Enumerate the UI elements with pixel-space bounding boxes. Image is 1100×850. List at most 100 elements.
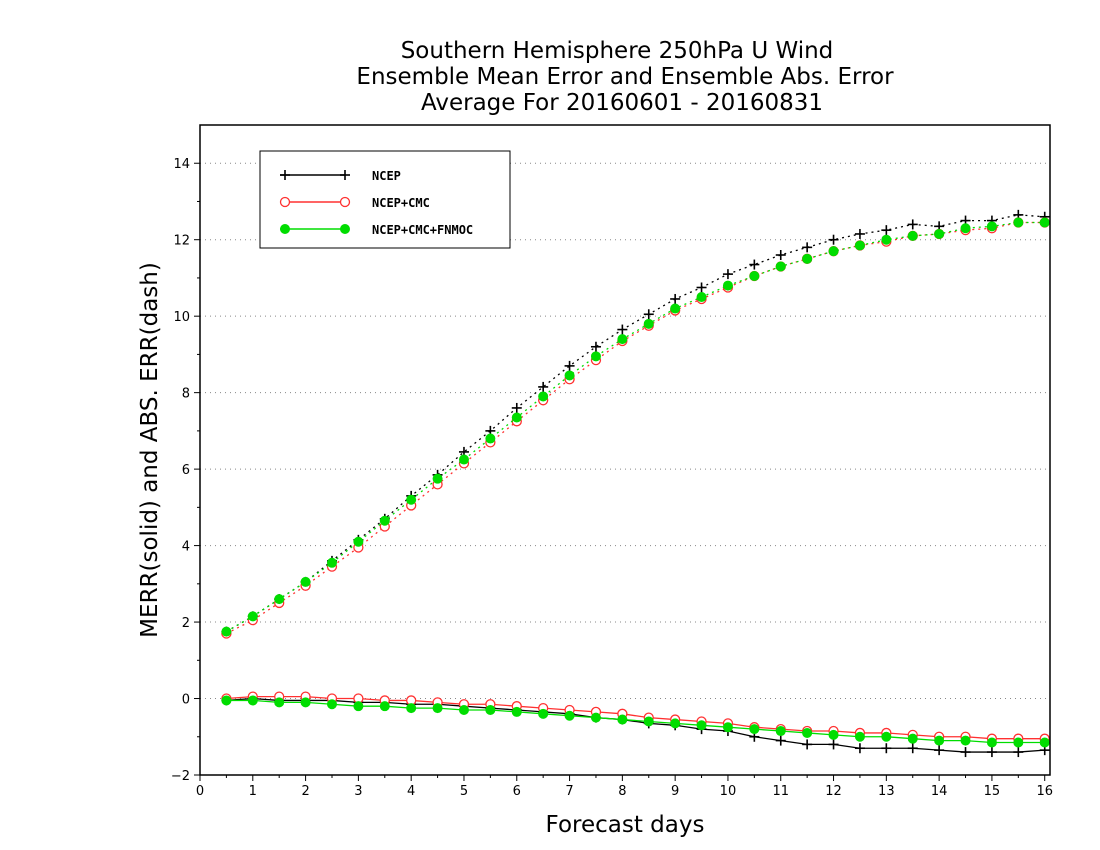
- abs-err-point: [511, 402, 522, 413]
- mean-err-point: [564, 710, 575, 721]
- abs-err-point: [749, 259, 760, 270]
- abs-err-point: [749, 271, 760, 282]
- chart-title: Southern Hemisphere 250hPa U Wind Ensemb…: [356, 38, 894, 116]
- abs-err-point: [934, 228, 945, 239]
- mean-err-point: [696, 720, 707, 731]
- abs-err-point: [538, 391, 549, 402]
- mean-err-point: [960, 735, 971, 746]
- mean-err-point: [1039, 737, 1050, 748]
- mean-err-point: [353, 701, 364, 712]
- legend-marker-1: [339, 196, 351, 208]
- abs-err-point: [722, 280, 733, 291]
- abs-err-point: [670, 293, 681, 304]
- mean-err-point: [934, 745, 945, 756]
- y-tick-label-4: 6: [182, 463, 190, 478]
- y-tick-label-0: −2: [171, 769, 190, 784]
- x-tick-label-0: 0: [196, 784, 204, 799]
- abs-err-point: [907, 230, 918, 241]
- x-tick-label-11: 11: [772, 784, 789, 799]
- abs-err-point: [564, 370, 575, 381]
- mean-err-point: [854, 731, 865, 742]
- abs-err-point: [854, 228, 865, 239]
- x-tick-label-8: 8: [618, 784, 626, 799]
- mean-err-point: [247, 695, 258, 706]
- abs-err-line-1: [226, 221, 1045, 635]
- legend-box: [259, 150, 511, 249]
- mean-err-point: [511, 706, 522, 717]
- abs-err-point: [353, 536, 364, 547]
- x-tick-label-15: 15: [984, 784, 1001, 799]
- abs-err-point: [881, 225, 892, 236]
- abs-err-point: [986, 221, 997, 232]
- abs-err-point: [828, 246, 839, 257]
- mean-err-point: [986, 737, 997, 748]
- abs-err-point: [828, 234, 839, 245]
- mean-err-point: [221, 695, 232, 706]
- y-tick-label-8: 14: [173, 157, 190, 172]
- title-line-2: Ensemble Mean Error and Ensemble Abs. Er…: [356, 64, 894, 90]
- mean-err-point: [643, 716, 654, 727]
- mean-err-line-0: [226, 697, 1045, 753]
- legend-marker-2: [280, 224, 290, 234]
- abs-err-point: [881, 234, 892, 245]
- x-tick-label-14: 14: [931, 784, 948, 799]
- mean-err-point: [274, 697, 285, 708]
- abs-err-point: [511, 412, 522, 423]
- y-tick-label-3: 4: [182, 540, 190, 555]
- mean-err-point: [934, 735, 945, 746]
- abs-err-point: [300, 576, 311, 587]
- series-0: [221, 209, 1050, 758]
- abs-err-point: [907, 219, 918, 230]
- series-2: [221, 217, 1050, 748]
- x-axis-label: Forecast days: [546, 812, 705, 838]
- mean-err-point: [485, 705, 496, 715]
- series-1: [221, 217, 1050, 744]
- mean-err-point: [881, 743, 892, 754]
- abs-err-point: [696, 282, 707, 293]
- mean-err-point: [907, 733, 918, 744]
- mean-err-point: [749, 724, 760, 735]
- x-tick-label-1: 1: [249, 784, 257, 799]
- legend-marker-0: [280, 170, 290, 180]
- y-tick-label-6: 10: [173, 310, 190, 325]
- abs-err-point: [775, 261, 786, 272]
- abs-err-point: [617, 324, 628, 335]
- mean-err-point: [986, 747, 997, 758]
- mean-err-point: [617, 714, 628, 725]
- abs-err-point: [379, 515, 390, 526]
- mean-err-point: [802, 739, 813, 750]
- mean-err-point: [432, 703, 443, 714]
- legend: NCEP NCEP+CMC NCEP+CMC+FNMOC: [259, 150, 511, 249]
- abs-err-point: [247, 611, 258, 622]
- series-layer: [221, 209, 1050, 758]
- abs-err-point: [1039, 217, 1050, 228]
- legend-marker-0: [340, 170, 350, 180]
- x-tick-label-2: 2: [301, 784, 309, 799]
- legend-marker-2: [340, 224, 350, 234]
- abs-err-point: [854, 240, 865, 251]
- mean-err-point: [828, 739, 839, 750]
- abs-err-point: [485, 433, 496, 444]
- abs-err-point: [406, 494, 417, 505]
- mean-err-point: [590, 712, 601, 723]
- title-line-3: Average For 20160601 - 20160831: [421, 90, 823, 116]
- x-tick-label-3: 3: [354, 784, 362, 799]
- abs-err-point: [458, 454, 469, 465]
- x-tick-label-6: 6: [513, 784, 521, 799]
- x-tick-label-16: 16: [1036, 784, 1053, 799]
- mean-err-point: [300, 697, 311, 708]
- mean-err-point: [854, 743, 865, 754]
- x-tick-label-10: 10: [720, 784, 737, 799]
- x-tick-label-5: 5: [460, 784, 468, 799]
- abs-err-point: [617, 334, 628, 345]
- abs-err-point: [590, 351, 601, 362]
- legend-label-2: NCEP+CMC+FNMOC: [372, 223, 473, 237]
- mean-err-point: [802, 727, 813, 738]
- mean-err-point: [379, 701, 390, 712]
- abs-err-point: [221, 626, 232, 637]
- abs-err-point: [722, 269, 733, 280]
- mean-err-point: [458, 705, 469, 715]
- legend-marker-1: [279, 196, 291, 208]
